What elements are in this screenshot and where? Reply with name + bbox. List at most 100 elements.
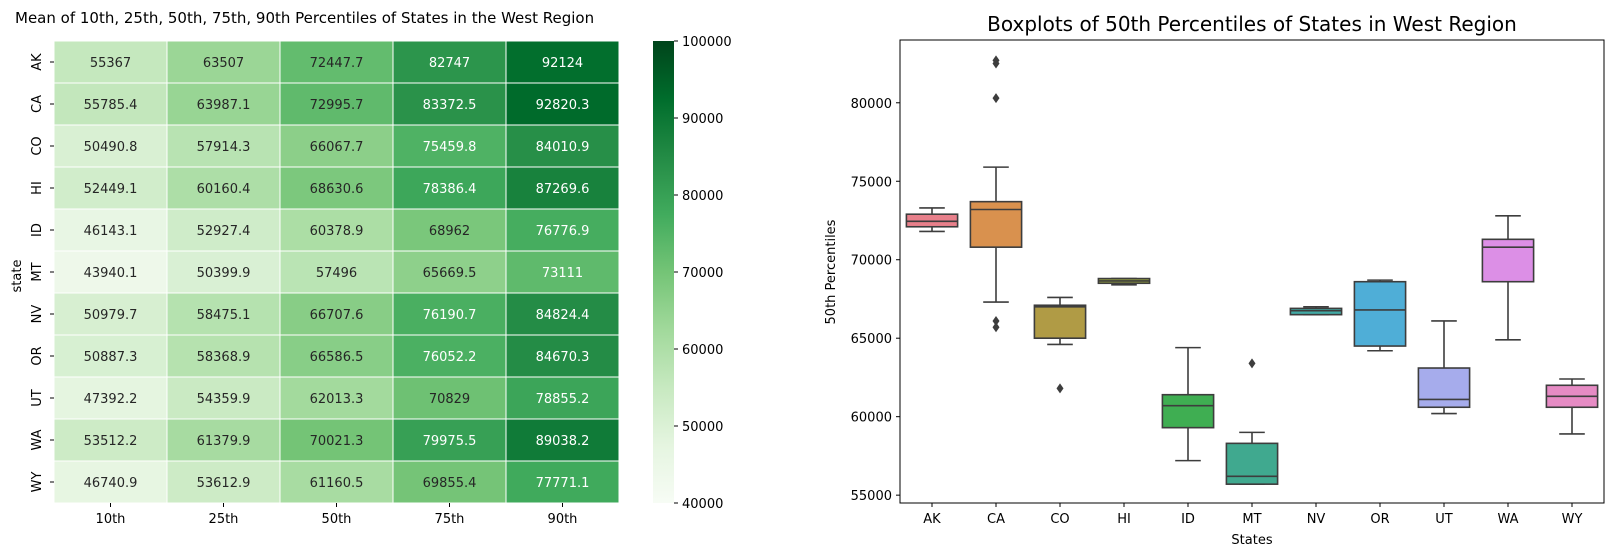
- boxplot-y-tick-label: 70000: [851, 254, 892, 269]
- boxplot-outlier: [992, 322, 1000, 333]
- boxplot-box-group: [1289, 306, 1343, 316]
- boxplot-y-tick-label: 80000: [851, 97, 892, 112]
- heatmap-cell-rect: [505, 250, 620, 294]
- boxplot-x-tick-label: OR: [1370, 512, 1389, 527]
- heatmap-cell: 92820.3: [505, 82, 620, 126]
- heatmap-cell: 61379.9: [166, 418, 281, 462]
- heatmap-cell-rect: [279, 40, 394, 84]
- heatmap-cell-value: 70829: [429, 392, 470, 407]
- heatmap-cell-rect: [166, 208, 281, 252]
- heatmap-cell-value: 76190.7: [423, 308, 477, 323]
- heatmap-y-ticks: AK CA CO HI ID MT NV OR UT WA WY: [30, 53, 54, 492]
- heatmap-cell-rect: [392, 460, 507, 504]
- heatmap-x-ticks: 10th 25th 50th 75th 90th: [96, 503, 577, 527]
- boxplot-outlier: [1248, 358, 1256, 369]
- heatmap-cell-value: 62013.3: [310, 392, 364, 407]
- heatmap-cell: 84670.3: [505, 334, 620, 378]
- heatmap-cell-value: 50399.9: [197, 266, 251, 281]
- boxplot-y-ticks: 55000 60000 65000 70000 75000 80000: [851, 97, 900, 504]
- heatmap-cell: 83372.5: [392, 82, 507, 126]
- heatmap-cell-rect: [53, 418, 168, 462]
- heatmap-cell-value: 72447.7: [310, 56, 364, 71]
- heatmap-cell: 63507: [166, 40, 281, 84]
- heatmap-cell-value: 72995.7: [310, 98, 364, 113]
- boxplot-box-group: [1225, 358, 1279, 485]
- heatmap-cell-value: 61379.9: [197, 434, 251, 449]
- heatmap-cell-rect: [53, 334, 168, 378]
- colorbar-tick-label: 70000: [682, 266, 723, 281]
- heatmap-cell: 61160.5: [279, 460, 394, 504]
- boxplot-box-group: [969, 55, 1023, 333]
- heatmap-cell: 50887.3: [53, 334, 168, 378]
- heatmap-cell-value: 78855.2: [536, 392, 590, 407]
- heatmap-cell: 75459.8: [392, 124, 507, 168]
- heatmap-cell-rect: [392, 166, 507, 210]
- heatmap-cell: 89038.2: [505, 418, 620, 462]
- heatmap-cell-rect: [505, 418, 620, 462]
- heatmap-cell: 72995.7: [279, 82, 394, 126]
- heatmap-cell-value: 68630.6: [310, 182, 364, 197]
- heatmap-cell-value: 84824.4: [536, 308, 590, 323]
- heatmap-cell: 58368.9: [166, 334, 281, 378]
- heatmap-cell-rect: [279, 418, 394, 462]
- heatmap-cell-value: 63507: [203, 56, 244, 71]
- boxplot-x-axis-label: States: [1231, 533, 1272, 548]
- heatmap-cell-value: 43940.1: [84, 266, 138, 281]
- boxplot-box: [1033, 304, 1087, 340]
- heatmap-cell: 55367: [53, 40, 168, 84]
- heatmap-cell-value: 60378.9: [310, 224, 364, 239]
- heatmap-cell-rect: [279, 376, 394, 420]
- boxplot-x-tick-label: ID: [1181, 512, 1195, 527]
- heatmap-cell-value: 76776.9: [536, 224, 590, 239]
- heatmap-cell-rect: [505, 334, 620, 378]
- heatmap-cell: 60378.9: [279, 208, 394, 252]
- heatmap-cell-value: 87269.6: [536, 182, 590, 197]
- heatmap-cell-value: 84010.9: [536, 140, 590, 155]
- heatmap-cell-rect: [53, 292, 168, 336]
- heatmap-cell: 52449.1: [53, 166, 168, 210]
- heatmap-title: Mean of 10th, 25th, 50th, 75th, 90th Per…: [15, 9, 594, 27]
- heatmap-cell: 76052.2: [392, 334, 507, 378]
- heatmap-cell-value: 50490.8: [84, 140, 138, 155]
- heatmap-cell-rect: [166, 166, 281, 210]
- heatmap-cell-rect: [392, 124, 507, 168]
- boxplot-box-group: [1353, 279, 1407, 352]
- heatmap-cell: 47392.2: [53, 376, 168, 420]
- boxplot-x-tick-label: NV: [1307, 512, 1326, 527]
- heatmap-cell: 50399.9: [166, 250, 281, 294]
- heatmap-cell: 62013.3: [279, 376, 394, 420]
- heatmap-cell-value: 52927.4: [197, 224, 251, 239]
- colorbar-gradient: [653, 41, 674, 503]
- heatmap-cell-value: 46740.9: [84, 476, 138, 491]
- heatmap-cell: 72447.7: [279, 40, 394, 84]
- heatmap-cell: 70829: [392, 376, 507, 420]
- heatmap-cell-value: 50887.3: [84, 350, 138, 365]
- heatmap-cell: 70021.3: [279, 418, 394, 462]
- heatmap-cell-value: 92820.3: [536, 98, 590, 113]
- boxplot-box-group: [1161, 346, 1215, 462]
- heatmap-cell-value: 83372.5: [423, 98, 477, 113]
- heatmap-cell: 60160.4: [166, 166, 281, 210]
- heatmap-y-tick-label: CA: [30, 95, 45, 113]
- heatmap-cell-rect: [392, 418, 507, 462]
- heatmap-panel: Mean of 10th, 25th, 50th, 75th, 90th Per…: [10, 9, 620, 527]
- boxplot-x-tick-label: CA: [987, 512, 1005, 527]
- heatmap-cell-rect: [505, 460, 620, 504]
- heatmap-cell-value: 47392.2: [84, 392, 138, 407]
- heatmap-cell-rect: [505, 82, 620, 126]
- heatmap-cell-value: 66067.7: [310, 140, 364, 155]
- boxplot-box-group: [1097, 277, 1151, 286]
- boxplot-boxes: [905, 55, 1599, 485]
- heatmap-cell: 53512.2: [53, 418, 168, 462]
- heatmap-cell-value: 58368.9: [197, 350, 251, 365]
- heatmap-cell: 46740.9: [53, 460, 168, 504]
- boxplot-box-group: [1417, 320, 1471, 415]
- boxplot-y-tick-label: 75000: [851, 175, 892, 190]
- boxplot-panel: Boxplots of 50th Percentiles of States i…: [824, 12, 1605, 548]
- heatmap-cell-value: 61160.5: [310, 476, 364, 491]
- boxplot-x-tick-label: AK: [923, 512, 941, 527]
- heatmap-cell: 92124: [505, 40, 620, 84]
- heatmap-x-tick-label: 10th: [96, 512, 126, 527]
- heatmap-cell-value: 57914.3: [197, 140, 251, 155]
